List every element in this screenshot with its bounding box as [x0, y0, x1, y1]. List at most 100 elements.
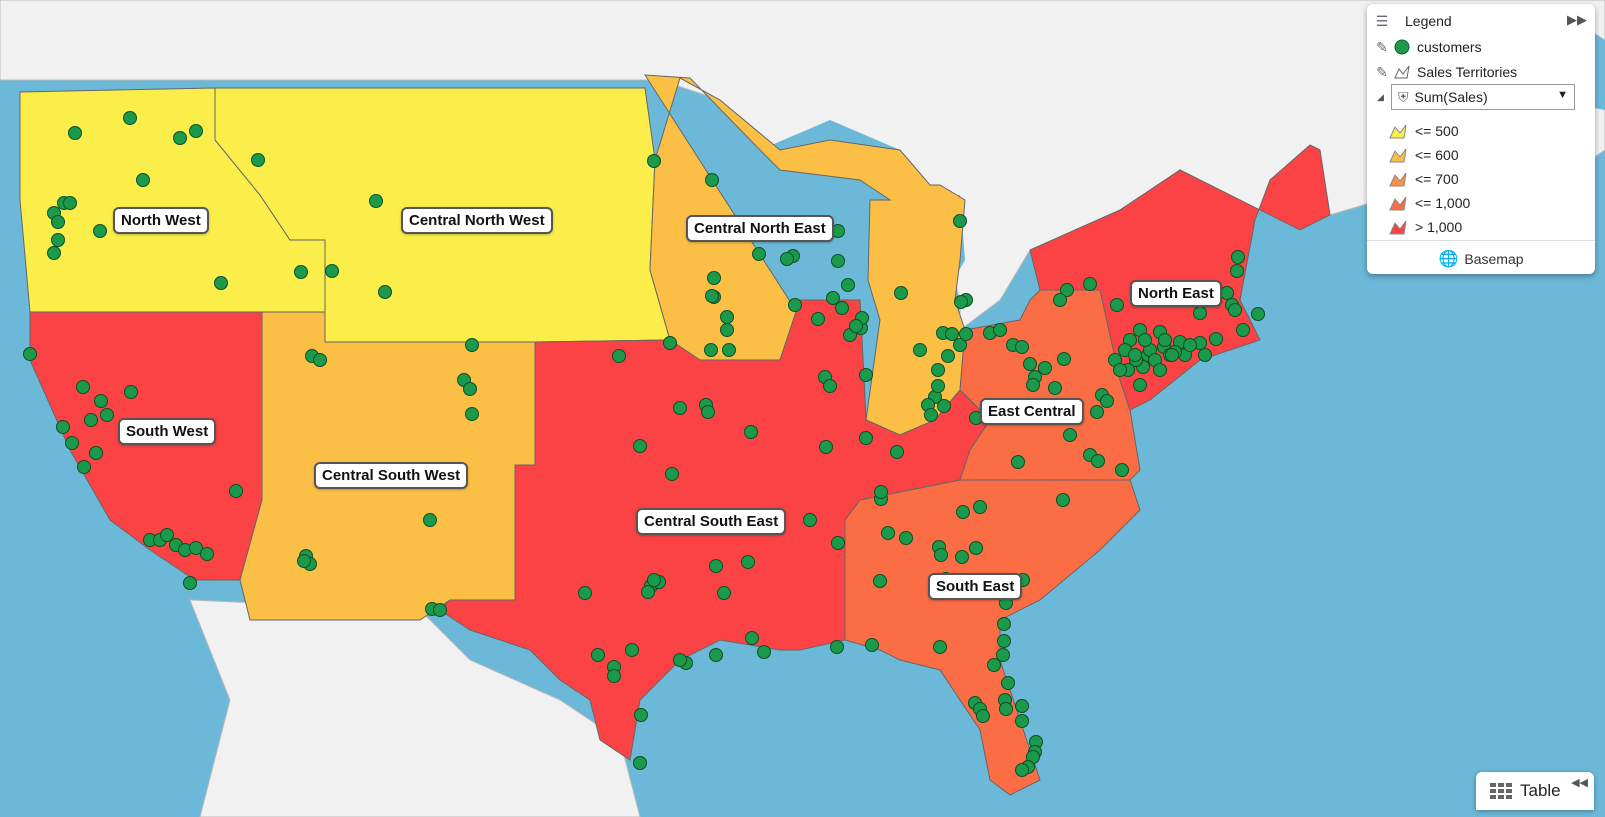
expand-left-icon[interactable]: ◀◀: [1571, 777, 1588, 789]
customer-marker[interactable]: [189, 124, 203, 138]
customer-marker[interactable]: [1015, 763, 1029, 777]
customer-marker[interactable]: [709, 559, 723, 573]
customer-marker[interactable]: [633, 756, 647, 770]
customer-marker[interactable]: [1100, 394, 1114, 408]
customer-marker[interactable]: [214, 276, 228, 290]
customer-marker[interactable]: [996, 648, 1010, 662]
brush-icon[interactable]: ✎: [1376, 38, 1388, 55]
customer-marker[interactable]: [1220, 286, 1234, 300]
customer-marker[interactable]: [251, 153, 265, 167]
customer-marker[interactable]: [1193, 306, 1207, 320]
customer-marker[interactable]: [465, 407, 479, 421]
customer-marker[interactable]: [705, 289, 719, 303]
customer-marker[interactable]: [68, 126, 82, 140]
customer-marker[interactable]: [999, 702, 1013, 716]
customer-marker[interactable]: [752, 247, 766, 261]
customer-marker[interactable]: [465, 338, 479, 352]
customer-marker[interactable]: [136, 173, 150, 187]
customer-marker[interactable]: [954, 295, 968, 309]
customer-marker[interactable]: [56, 420, 70, 434]
measure-dropdown[interactable]: ⛨ Sum(Sales) ▼: [1391, 84, 1575, 110]
customer-marker[interactable]: [1115, 463, 1129, 477]
customer-marker[interactable]: [1230, 264, 1244, 278]
customer-marker[interactable]: [987, 658, 1001, 672]
customer-marker[interactable]: [873, 574, 887, 588]
customer-marker[interactable]: [124, 385, 138, 399]
customer-marker[interactable]: [1011, 455, 1025, 469]
customer-marker[interactable]: [1053, 293, 1067, 307]
customer-marker[interactable]: [803, 513, 817, 527]
region-north-east[interactable]: [1029, 144, 1331, 411]
customer-marker[interactable]: [1091, 454, 1105, 468]
customer-marker[interactable]: [780, 252, 794, 266]
customer-marker[interactable]: [956, 505, 970, 519]
customer-marker[interactable]: [200, 547, 214, 561]
customer-marker[interactable]: [993, 323, 1007, 337]
customer-marker[interactable]: [578, 586, 592, 600]
customer-marker[interactable]: [826, 291, 840, 305]
customer-marker[interactable]: [788, 298, 802, 312]
customer-marker[interactable]: [673, 653, 687, 667]
customer-marker[interactable]: [841, 278, 855, 292]
customer-marker[interactable]: [973, 500, 987, 514]
customer-marker[interactable]: [1209, 332, 1223, 346]
customer-marker[interactable]: [84, 413, 98, 427]
customer-marker[interactable]: [1038, 361, 1052, 375]
customer-marker[interactable]: [1138, 333, 1152, 347]
customer-marker[interactable]: [1251, 307, 1265, 321]
customer-marker[interactable]: [173, 131, 187, 145]
customer-marker[interactable]: [665, 467, 679, 481]
customer-marker[interactable]: [745, 631, 759, 645]
customer-marker[interactable]: [931, 379, 945, 393]
customer-marker[interactable]: [123, 111, 137, 125]
customer-marker[interactable]: [945, 327, 959, 341]
customer-marker[interactable]: [47, 246, 61, 260]
customer-marker[interactable]: [1158, 333, 1172, 347]
customer-marker[interactable]: [744, 425, 758, 439]
customer-marker[interactable]: [673, 401, 687, 415]
customer-marker[interactable]: [1183, 338, 1197, 352]
customer-marker[interactable]: [722, 343, 736, 357]
customer-marker[interactable]: [976, 709, 990, 723]
customer-marker[interactable]: [1015, 699, 1029, 713]
customer-marker[interactable]: [433, 603, 447, 617]
legend-layer-customers[interactable]: ✎ customers: [1373, 36, 1481, 58]
customer-marker[interactable]: [633, 439, 647, 453]
customer-marker[interactable]: [378, 285, 392, 299]
customer-marker[interactable]: [1113, 363, 1127, 377]
customer-marker[interactable]: [997, 634, 1011, 648]
customer-marker[interactable]: [591, 648, 605, 662]
customer-marker[interactable]: [93, 224, 107, 238]
customer-marker[interactable]: [297, 554, 311, 568]
customer-marker[interactable]: [1060, 283, 1074, 297]
customer-marker[interactable]: [849, 319, 863, 333]
customer-marker[interactable]: [463, 382, 477, 396]
customer-marker[interactable]: [859, 431, 873, 445]
customer-marker[interactable]: [77, 460, 91, 474]
customer-marker[interactable]: [819, 440, 833, 454]
customer-marker[interactable]: [625, 643, 639, 657]
customer-marker[interactable]: [1023, 357, 1037, 371]
brush-icon[interactable]: ✎: [1376, 63, 1388, 80]
customer-marker[interactable]: [1198, 348, 1212, 362]
customer-marker[interactable]: [1228, 303, 1242, 317]
customer-marker[interactable]: [899, 531, 913, 545]
customer-marker[interactable]: [1133, 378, 1147, 392]
customer-marker[interactable]: [423, 513, 437, 527]
customer-marker[interactable]: [937, 399, 951, 413]
customer-marker[interactable]: [757, 645, 771, 659]
customer-marker[interactable]: [865, 638, 879, 652]
customer-marker[interactable]: [955, 550, 969, 564]
expand-triangle-icon[interactable]: ◢: [1377, 92, 1384, 102]
customer-marker[interactable]: [830, 640, 844, 654]
customer-marker[interactable]: [881, 526, 895, 540]
customer-marker[interactable]: [811, 312, 825, 326]
legend-layer-sales-territories[interactable]: ✎ Sales Territories: [1373, 61, 1517, 83]
customer-marker[interactable]: [931, 363, 945, 377]
customer-marker[interactable]: [859, 368, 873, 382]
customer-marker[interactable]: [647, 154, 661, 168]
customer-marker[interactable]: [705, 173, 719, 187]
customer-marker[interactable]: [23, 347, 37, 361]
customer-marker[interactable]: [183, 576, 197, 590]
customer-marker[interactable]: [933, 640, 947, 654]
